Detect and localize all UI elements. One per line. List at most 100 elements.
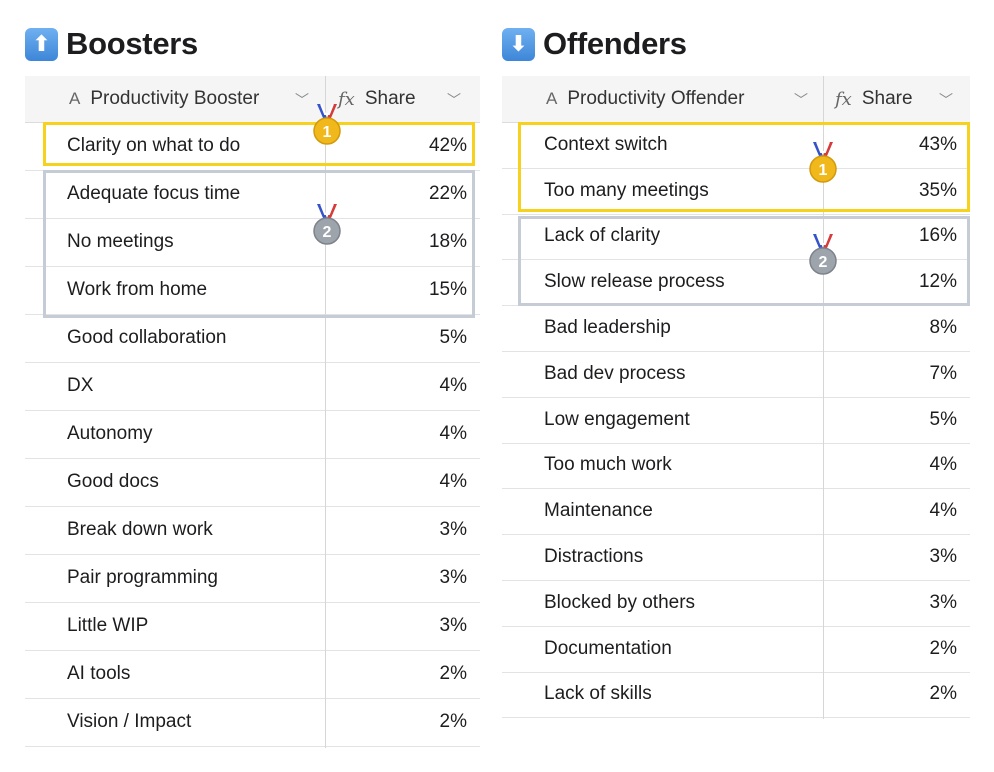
gold-medal-icon: 1 — [311, 102, 343, 146]
column-divider — [823, 76, 824, 719]
chevron-down-icon[interactable]: ﹀ — [295, 92, 309, 108]
row-share: 4% — [439, 375, 467, 396]
table-row[interactable]: Good docs 4% — [25, 458, 480, 507]
row-name: Distractions — [544, 546, 644, 568]
row-share: 12% — [918, 271, 957, 293]
offenders-heading: ⬇ Offenders — [502, 24, 687, 64]
row-share: 5% — [439, 327, 467, 348]
table-row[interactable]: Too much work 4% — [502, 443, 970, 490]
silver-highlight-box — [518, 216, 970, 306]
table-row[interactable]: Too many meetings 35% — [502, 168, 970, 215]
row-name: Adequate focus time — [67, 183, 241, 204]
table-row[interactable]: No meetings 18% — [25, 218, 480, 267]
svg-text:2: 2 — [323, 224, 332, 241]
gold-highlight-box — [518, 122, 970, 212]
row-share: 5% — [929, 408, 957, 430]
row-name: Documentation — [544, 637, 672, 659]
row-name: Bad leadership — [544, 317, 671, 339]
table-row[interactable]: Vision / Impact 2% — [25, 698, 480, 747]
row-share: 42% — [428, 135, 467, 156]
row-share: 35% — [918, 179, 957, 201]
row-name: Pair programming — [67, 567, 218, 588]
row-name: AI tools — [67, 663, 131, 684]
table-row[interactable]: Lack of clarity 16% — [502, 214, 970, 261]
table-row[interactable]: Autonomy 4% — [25, 410, 480, 459]
table-row[interactable]: Pair programming 3% — [25, 554, 480, 603]
offenders-title: Offenders — [543, 26, 687, 61]
row-share: 3% — [439, 615, 467, 636]
column-header-share[interactable]: fx Share — [835, 76, 913, 122]
row-share: 2% — [929, 637, 957, 659]
column-header-productivity-offender[interactable]: A Productivity Offender — [546, 76, 744, 122]
row-share: 16% — [918, 225, 957, 247]
row-share: 3% — [439, 519, 467, 540]
row-share: 4% — [439, 423, 467, 444]
row-share: 3% — [929, 546, 957, 568]
table-row[interactable]: Bad leadership 8% — [502, 305, 970, 352]
table-header: A Productivity Booster ﹀ fx Share ﹀ — [25, 76, 480, 123]
row-name: Vision / Impact — [67, 711, 192, 732]
row-name: Low engagement — [544, 408, 690, 430]
row-share: 4% — [929, 454, 957, 476]
row-name: Lack of clarity — [544, 225, 661, 247]
table-row[interactable]: Lack of skills 2% — [502, 672, 970, 719]
table-row[interactable]: Adequate focus time 22% — [25, 170, 480, 219]
row-name: Good collaboration — [67, 327, 227, 348]
table-row[interactable]: Documentation 2% — [502, 626, 970, 673]
table-header: A Productivity Offender ﹀ fx Share ﹀ — [502, 76, 970, 123]
table-row[interactable]: DX 4% — [25, 362, 480, 411]
text-field-icon: A — [546, 89, 558, 108]
silver-medal-icon: 2 — [311, 202, 343, 246]
row-share: 3% — [929, 591, 957, 613]
row-name: Work from home — [67, 279, 208, 300]
silver-highlight-box — [43, 170, 475, 318]
table-row[interactable]: Little WIP 3% — [25, 602, 480, 651]
row-share: 2% — [439, 711, 467, 732]
chevron-down-icon[interactable]: ﹀ — [794, 92, 808, 108]
row-name: Blocked by others — [544, 591, 696, 613]
column-label: Share — [861, 88, 913, 109]
svg-text:1: 1 — [819, 162, 828, 179]
column-label: Productivity Offender — [567, 88, 745, 109]
formula-icon: fx — [338, 88, 355, 110]
boosters-title: Boosters — [66, 26, 198, 61]
column-label: Share — [364, 88, 416, 109]
row-name: Bad dev process — [544, 362, 686, 384]
row-name: Clarity on what to do — [67, 135, 241, 156]
column-label: Productivity Booster — [90, 88, 260, 109]
row-name: Context switch — [544, 133, 668, 155]
row-share: 3% — [439, 567, 467, 588]
row-share: 15% — [428, 279, 467, 300]
table-row[interactable]: Break down work 3% — [25, 506, 480, 555]
table-row[interactable]: Blocked by others 3% — [502, 580, 970, 627]
row-name: No meetings — [67, 231, 174, 252]
row-name: Too many meetings — [544, 179, 709, 201]
svg-text:1: 1 — [323, 124, 332, 141]
chevron-down-icon[interactable]: ﹀ — [939, 92, 953, 108]
row-name: Autonomy — [67, 423, 153, 444]
table-row[interactable]: Context switch 43% — [502, 122, 970, 169]
row-name: Too much work — [544, 454, 672, 476]
chevron-down-icon[interactable]: ﹀ — [447, 92, 461, 108]
silver-medal-icon: 2 — [807, 232, 839, 276]
row-share: 2% — [929, 683, 957, 705]
table-row[interactable]: Maintenance 4% — [502, 488, 970, 536]
column-header-share[interactable]: fx Share — [338, 76, 416, 122]
table-row[interactable]: Good collaboration 5% — [25, 314, 480, 363]
table-row[interactable]: AI tools 2% — [25, 650, 480, 699]
row-share: 7% — [929, 362, 957, 384]
svg-text:2: 2 — [819, 254, 828, 271]
column-divider — [325, 76, 326, 748]
table-row[interactable]: Distractions 3% — [502, 534, 970, 581]
row-share: 4% — [929, 500, 957, 522]
table-row[interactable]: Low engagement 5% — [502, 397, 970, 444]
formula-icon: fx — [835, 88, 852, 110]
table-row[interactable]: Bad dev process 7% — [502, 351, 970, 398]
row-name: Maintenance — [544, 500, 653, 522]
text-field-icon: A — [69, 89, 81, 108]
down-arrow-icon: ⬇ — [502, 27, 535, 61]
table-row[interactable]: Work from home 15% — [25, 266, 480, 315]
row-share: 43% — [918, 133, 957, 155]
row-share: 18% — [428, 231, 467, 252]
column-header-productivity-booster[interactable]: A Productivity Booster — [69, 76, 259, 122]
